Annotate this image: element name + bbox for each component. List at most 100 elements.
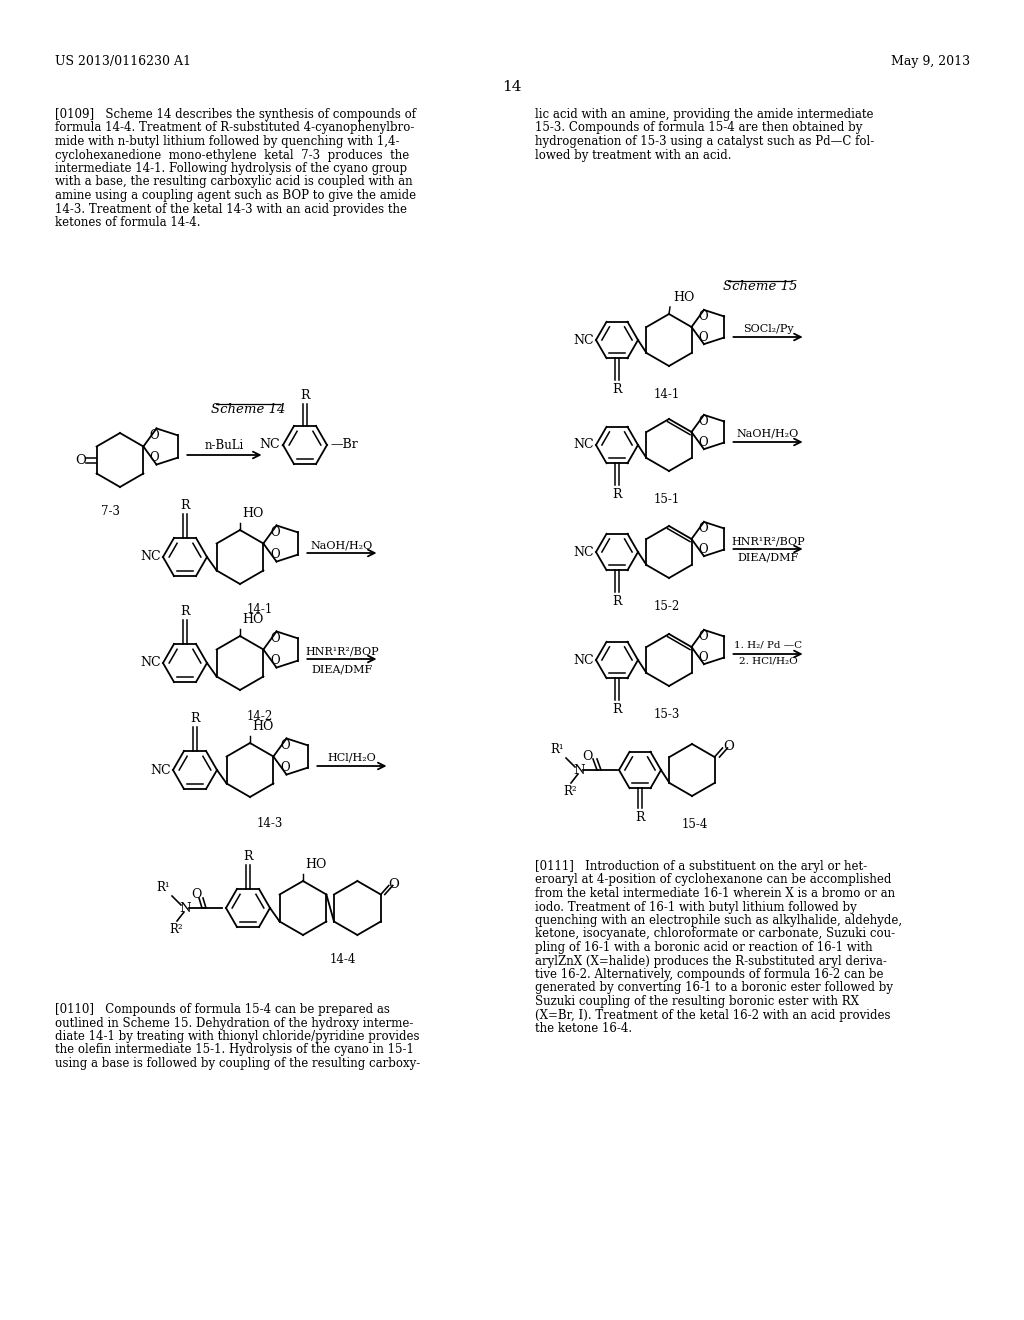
Text: N: N: [573, 763, 585, 776]
Text: O: O: [723, 741, 734, 754]
Text: R¹: R¹: [157, 880, 170, 894]
Text: O: O: [698, 416, 708, 429]
Text: O: O: [270, 655, 281, 667]
Text: NC: NC: [573, 334, 594, 346]
Text: iodo. Treatment of 16-1 with butyl lithium followed by: iodo. Treatment of 16-1 with butyl lithi…: [535, 900, 857, 913]
Text: May 9, 2013: May 9, 2013: [891, 55, 970, 69]
Text: R: R: [244, 850, 253, 863]
Text: 14-2: 14-2: [247, 710, 273, 723]
Text: intermediate 14-1. Following hydrolysis of the cyano group: intermediate 14-1. Following hydrolysis …: [55, 162, 408, 176]
Text: 7-3: 7-3: [100, 506, 120, 517]
Text: R²: R²: [169, 923, 183, 936]
Text: HNR¹R²/BOP: HNR¹R²/BOP: [305, 645, 379, 656]
Text: 14: 14: [502, 81, 522, 94]
Text: O: O: [270, 548, 281, 561]
Text: NC: NC: [573, 438, 594, 451]
Text: R¹: R¹: [550, 743, 564, 756]
Text: DIEA/DMF: DIEA/DMF: [737, 553, 799, 564]
Text: 14-3: 14-3: [257, 817, 284, 830]
Text: N: N: [179, 902, 190, 915]
Text: quenching with an electrophile such as alkylhalide, aldehyde,: quenching with an electrophile such as a…: [535, 913, 902, 927]
Text: R: R: [190, 711, 200, 725]
Text: O: O: [582, 750, 592, 763]
Text: diate 14-1 by treating with thionyl chloride/pyridine provides: diate 14-1 by treating with thionyl chlo…: [55, 1030, 420, 1043]
Text: SOCl₂/Py: SOCl₂/Py: [742, 323, 794, 334]
Text: O: O: [270, 632, 281, 645]
Text: [0111]   Introduction of a substituent on the aryl or het-: [0111] Introduction of a substituent on …: [535, 861, 867, 873]
Text: HCl/H₂O: HCl/H₂O: [328, 752, 376, 763]
Text: Scheme 14: Scheme 14: [211, 403, 286, 416]
Text: O: O: [698, 436, 708, 449]
Text: R: R: [612, 704, 622, 717]
Text: outlined in Scheme 15. Dehydration of the hydroxy interme-: outlined in Scheme 15. Dehydration of th…: [55, 1016, 414, 1030]
Text: NaOH/H₂O: NaOH/H₂O: [310, 540, 373, 550]
Text: DIEA/DMF: DIEA/DMF: [311, 664, 373, 675]
Text: the ketone 16-4.: the ketone 16-4.: [535, 1022, 632, 1035]
Text: (X=Br, I). Treatment of the ketal 16-2 with an acid provides: (X=Br, I). Treatment of the ketal 16-2 w…: [535, 1008, 891, 1022]
Text: 2. HCl/H₂O: 2. HCl/H₂O: [738, 657, 798, 667]
Text: NaOH/H₂O: NaOH/H₂O: [737, 429, 799, 440]
Text: [0110]   Compounds of formula 15-4 can be prepared as: [0110] Compounds of formula 15-4 can be …: [55, 1003, 390, 1016]
Text: NC: NC: [140, 550, 161, 564]
Text: from the ketal intermediate 16-1 wherein X is a bromo or an: from the ketal intermediate 16-1 wherein…: [535, 887, 895, 900]
Text: R: R: [180, 499, 189, 512]
Text: HO: HO: [305, 858, 327, 871]
Text: 1. H₂/ Pd —C: 1. H₂/ Pd —C: [734, 642, 802, 649]
Text: R: R: [180, 605, 189, 618]
Text: amine using a coupling agent such as BOP to give the amide: amine using a coupling agent such as BOP…: [55, 189, 416, 202]
Text: R: R: [612, 595, 622, 609]
Text: pling of 16-1 with a boronic acid or reaction of 16-1 with: pling of 16-1 with a boronic acid or rea…: [535, 941, 872, 954]
Text: using a base is followed by coupling of the resulting carboxy-: using a base is followed by coupling of …: [55, 1057, 420, 1071]
Text: the olefin intermediate 15-1. Hydrolysis of the cyano in 15-1: the olefin intermediate 15-1. Hydrolysis…: [55, 1044, 414, 1056]
Text: mide with n-butyl lithium followed by quenching with 1,4-: mide with n-butyl lithium followed by qu…: [55, 135, 399, 148]
Text: lowed by treatment with an acid.: lowed by treatment with an acid.: [535, 149, 731, 161]
Text: 15-1: 15-1: [654, 492, 680, 506]
Text: —Br: —Br: [330, 438, 357, 451]
Text: HNR¹R²/BOP: HNR¹R²/BOP: [731, 536, 805, 546]
Text: HO: HO: [242, 507, 263, 520]
Text: O: O: [190, 888, 201, 902]
Text: Suzuki coupling of the resulting boronic ester with RX: Suzuki coupling of the resulting boronic…: [535, 995, 859, 1008]
Text: eroaryl at 4-position of cyclohexanone can be accomplished: eroaryl at 4-position of cyclohexanone c…: [535, 874, 891, 887]
Text: 14-4: 14-4: [330, 953, 356, 966]
Text: HO: HO: [242, 612, 263, 626]
Text: R²: R²: [563, 785, 577, 799]
Text: 14-1: 14-1: [654, 388, 680, 401]
Text: NC: NC: [259, 438, 280, 451]
Text: R: R: [635, 812, 645, 824]
Text: generated by converting 16-1 to a boronic ester followed by: generated by converting 16-1 to a boroni…: [535, 982, 893, 994]
Text: ketones of formula 14-4.: ketones of formula 14-4.: [55, 216, 201, 228]
Text: US 2013/0116230 A1: US 2013/0116230 A1: [55, 55, 191, 69]
Text: O: O: [698, 651, 708, 664]
Text: R: R: [612, 383, 622, 396]
Text: O: O: [388, 878, 399, 891]
Text: O: O: [150, 451, 160, 465]
Text: O: O: [698, 330, 708, 343]
Text: [0109]   Scheme 14 describes the synthesis of compounds of: [0109] Scheme 14 describes the synthesis…: [55, 108, 416, 121]
Text: O: O: [150, 429, 160, 442]
Text: 15-4: 15-4: [682, 818, 709, 832]
Text: 14-1: 14-1: [247, 603, 273, 616]
Text: arylZnX (X=halide) produces the R-substituted aryl deriva-: arylZnX (X=halide) produces the R-substi…: [535, 954, 887, 968]
Text: formula 14-4. Treatment of R-substituted 4-cyanophenylbro-: formula 14-4. Treatment of R-substituted…: [55, 121, 415, 135]
Text: NC: NC: [573, 545, 594, 558]
Text: NC: NC: [140, 656, 161, 669]
Text: Scheme 15: Scheme 15: [723, 280, 798, 293]
Text: HO: HO: [252, 719, 273, 733]
Text: O: O: [281, 739, 291, 752]
Text: O: O: [75, 454, 86, 466]
Text: O: O: [698, 310, 708, 323]
Text: R: R: [300, 389, 309, 403]
Text: NC: NC: [151, 763, 171, 776]
Text: tive 16-2. Alternatively, compounds of formula 16-2 can be: tive 16-2. Alternatively, compounds of f…: [535, 968, 884, 981]
Text: NC: NC: [573, 653, 594, 667]
Text: ketone, isocyanate, chloroformate or carbonate, Suzuki cou-: ketone, isocyanate, chloroformate or car…: [535, 928, 895, 940]
Text: O: O: [698, 631, 708, 643]
Text: with a base, the resulting carboxylic acid is coupled with an: with a base, the resulting carboxylic ac…: [55, 176, 413, 189]
Text: O: O: [698, 523, 708, 536]
Text: O: O: [270, 525, 281, 539]
Text: cyclohexanedione  mono-ethylene  ketal  7-3  produces  the: cyclohexanedione mono-ethylene ketal 7-3…: [55, 149, 410, 161]
Text: 15-3. Compounds of formula 15-4 are then obtained by: 15-3. Compounds of formula 15-4 are then…: [535, 121, 862, 135]
Text: O: O: [698, 543, 708, 556]
Text: R: R: [612, 488, 622, 502]
